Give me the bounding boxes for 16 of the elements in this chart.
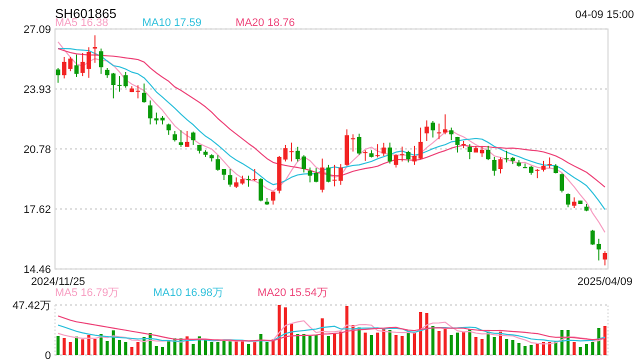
y-tick-label: 27.09 (23, 24, 51, 36)
y-tick-label: 47.42万 (12, 300, 51, 312)
x-tick-label: 2024/11/25 (30, 276, 86, 288)
y-tick-label: 23.93 (23, 84, 51, 96)
text: MA10 17.59 (142, 17, 202, 29)
y-tick-label: 0 (44, 350, 51, 360)
text: MA5 16.79万 (55, 287, 120, 299)
series-label: MA5 16.38 (55, 17, 108, 29)
text: MA10 16.98万 (153, 287, 224, 299)
text: MA20 18.76 (236, 17, 295, 29)
y-tick-label: 14.46 (23, 264, 51, 276)
text: 04-09 15:00 (575, 9, 634, 21)
y-tick-label: 20.78 (23, 144, 51, 156)
text: MA20 15.54万 (258, 287, 328, 299)
x-tick-label: 2025/04/09 (577, 276, 632, 288)
y-tick-label: 17.62 (23, 204, 51, 216)
